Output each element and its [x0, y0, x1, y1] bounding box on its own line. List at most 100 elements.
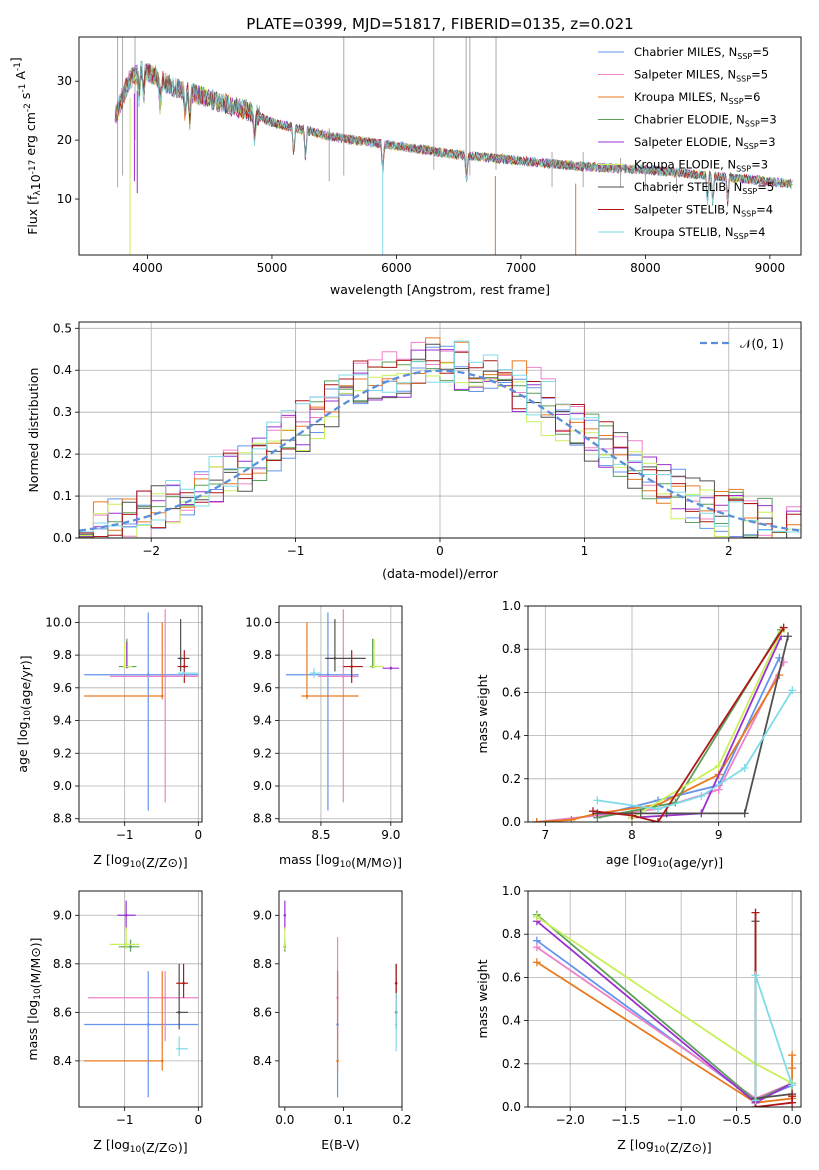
legend-label-tail: =6	[744, 90, 761, 104]
label-part: mass [	[25, 1019, 40, 1061]
x-tick-label: 9	[715, 828, 723, 842]
data-point	[124, 913, 128, 917]
label-part: wavelength [Angstrom, rest frame]	[330, 282, 550, 297]
legend-label-base: Chabrier STELIB, N	[634, 180, 742, 194]
legend-label-subscript: SSP	[734, 232, 749, 241]
grid-layer	[279, 606, 402, 822]
x-axis-label: E(B-V)	[321, 1137, 360, 1152]
label-part: (age/yr)]	[18, 655, 33, 710]
label-subscript: 10	[657, 860, 669, 870]
age-vs-metallicity-panel: −1 08.89.09.29.49.69.810.0Z [log10(Z/Z⊙)]…	[15, 605, 203, 870]
plus-marker	[779, 623, 788, 632]
errorbar-kroupa-miles	[301, 622, 359, 700]
x-tick-label: 1	[581, 544, 589, 558]
errorbar-kroupa-miles	[84, 622, 164, 700]
label-part: mass weight	[475, 959, 490, 1038]
label-part: log	[15, 721, 30, 740]
label-part: s	[18, 93, 33, 104]
spectrum-panel: 4000 5000 6000 7000 8000 9000 10 20 30 wavelength…	[8, 36, 802, 297]
x-tick-label: 7	[542, 828, 550, 842]
data-point	[312, 671, 316, 675]
plus-marker	[788, 1092, 797, 1101]
legend-label-tail: =5	[751, 68, 768, 82]
y-tick-label: 0.5	[53, 321, 72, 335]
data-point	[326, 673, 330, 677]
y-tick-label: 0.2	[502, 1057, 521, 1071]
y-tick-label: 9.4	[53, 714, 72, 728]
errorbar-chabrier-elodie	[118, 939, 140, 952]
label-part: mass [	[279, 852, 321, 867]
y-tick-label: 8.6	[253, 1005, 272, 1019]
label-part: mass weight	[475, 674, 490, 753]
label-part: log	[638, 852, 657, 867]
data-point	[182, 981, 185, 985]
x-tick-label: −0.5	[722, 1113, 751, 1127]
x-tick-label: 0	[194, 1113, 202, 1127]
axes-frame	[78, 321, 802, 539]
label-part: (age/yr)]	[668, 855, 723, 870]
legend-label-tail: =4	[756, 203, 773, 217]
y-tick-label: 9.8	[53, 648, 72, 662]
y-tick-label: 0.0	[502, 1100, 521, 1114]
y-axis-label: Normed distribution	[26, 368, 41, 493]
y-tick-label: 9.2	[53, 746, 72, 760]
x-axis-label: Z [log10(Z/Z⊙)]	[93, 852, 187, 870]
legend-label: Chabrier ELODIE, NSSP=3	[634, 113, 777, 129]
residual-histogram-panel: −2 −1 0 1 2 0.0 0.1 0.2 0.3 0.4 0.5 (data-model)/er…	[26, 321, 802, 581]
y-axis-label: Flux [fλ10-17 erg cm-2 s-1 A-1]	[8, 57, 43, 235]
plus-marker	[697, 792, 706, 801]
legend-label-tail: =5	[752, 45, 769, 59]
errorbar-salpeter-stelib	[394, 963, 398, 998]
x-tick-label: 8.5	[311, 828, 330, 842]
plot-area	[79, 337, 801, 538]
plus-marker	[589, 807, 597, 816]
label-subscript: 10	[654, 1145, 666, 1155]
x-axis-label: (data-model)/error	[382, 566, 499, 581]
y-axis-label: mass weight	[475, 959, 490, 1038]
data-point	[179, 657, 182, 660]
y-tick-label: 20	[57, 133, 72, 147]
spectrum-line-kroupa-stelib	[114, 62, 793, 205]
y-tick-label: 0.4	[502, 729, 521, 743]
data-point	[333, 657, 337, 660]
x-tick-label: 9.0	[381, 828, 400, 842]
errorbar-salpeter-miles	[87, 971, 199, 1042]
plot-area	[285, 609, 400, 811]
label-part: Normed distribution	[26, 368, 41, 493]
errorbar-kroupa-stelib	[309, 668, 321, 678]
legend-label-tail: =3	[759, 135, 776, 149]
plus-marker	[593, 809, 602, 818]
label-part: E(B-V)	[321, 1137, 360, 1152]
legend-label-base: Salpeter ELODIE, N	[634, 135, 744, 149]
legend-label-base: Salpeter STELIB, N	[634, 203, 741, 217]
legend-label-subscript: SSP	[737, 52, 752, 61]
data-point	[305, 694, 309, 698]
data-point	[177, 1047, 181, 1051]
y-tick-label: 0.0	[502, 815, 521, 829]
legend-label: Kroupa MILES, NSSP=6	[634, 90, 760, 106]
plus-marker	[714, 785, 723, 794]
legend-label-base: Kroupa STELIB, N	[634, 225, 734, 239]
data-point	[124, 943, 128, 946]
y-tick-label: 0.8	[502, 642, 521, 656]
plus-marker	[593, 796, 602, 805]
data-point	[341, 675, 345, 678]
x-tick-label: 7000	[506, 261, 537, 275]
errorbar-kroupa-elodie	[123, 642, 133, 669]
y-tick-label: 8.6	[53, 1005, 72, 1019]
legend-label: Salpeter ELODIE, NSSP=3	[634, 135, 776, 151]
legend: 𝒩(0, 1)	[700, 337, 784, 351]
plus-marker	[788, 1081, 797, 1090]
y-tick-label: 0.6	[502, 970, 521, 984]
y-tick-label: 9.0	[53, 779, 72, 793]
errorbar-salpeter-stelib	[176, 963, 189, 998]
y-tick-label: 30	[57, 74, 72, 88]
errorbar-kroupa-miles	[336, 971, 339, 1071]
plus-marker	[654, 805, 662, 814]
x-tick-label: 9000	[755, 261, 786, 275]
y-tick-label: 9.0	[253, 779, 272, 793]
plus-marker	[788, 686, 797, 695]
plot-area	[84, 609, 199, 811]
legend-label-tail: =5	[757, 180, 774, 194]
data-point	[283, 943, 287, 946]
